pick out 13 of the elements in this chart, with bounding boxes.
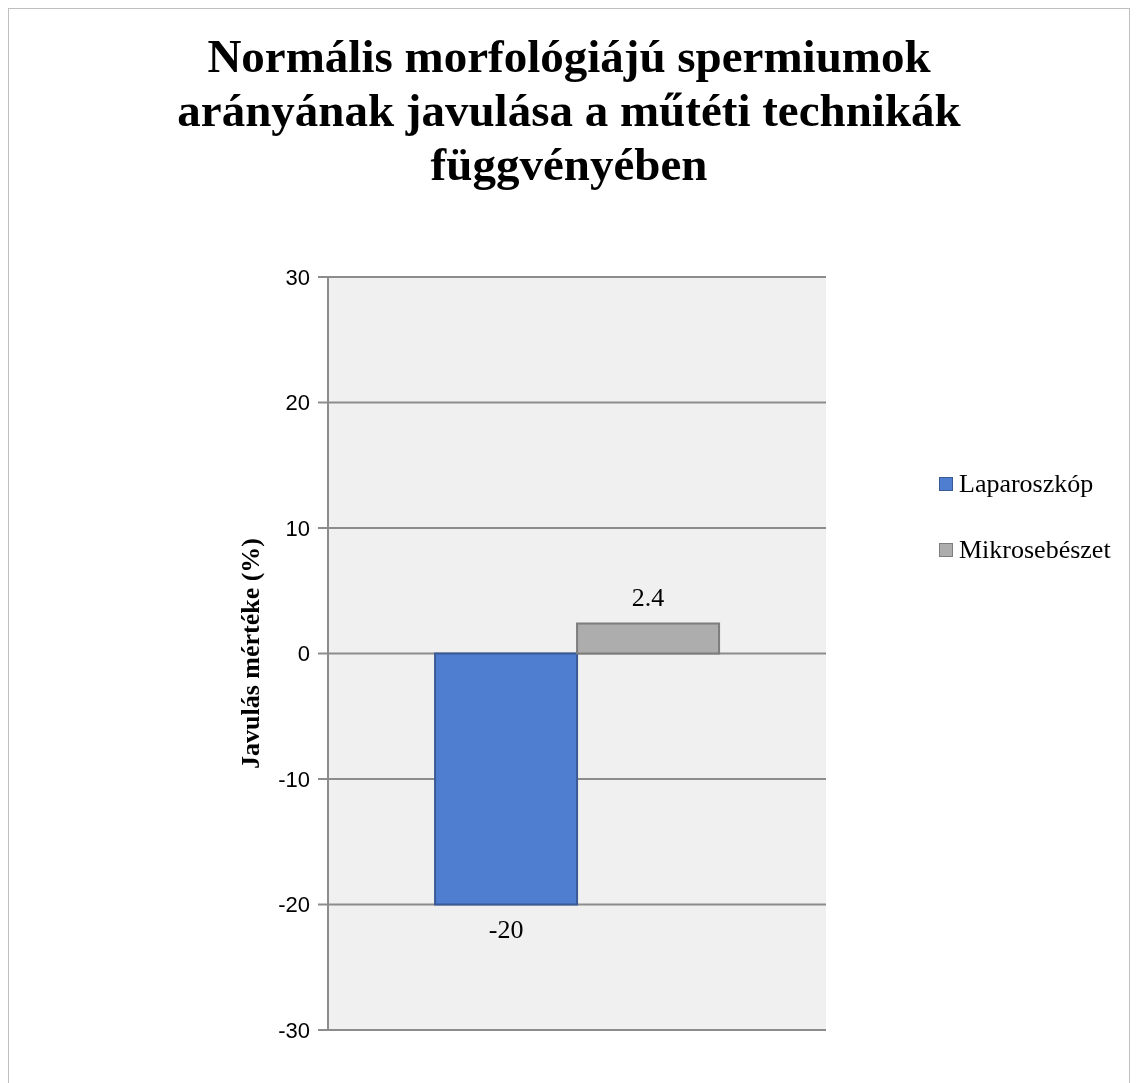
y-axis-title: Javulás mértéke (%) — [235, 537, 265, 770]
y-tick-label: 10 — [285, 515, 310, 541]
legend-label: Mikrosebészet — [959, 535, 1111, 565]
y-tick-label: -10 — [278, 766, 310, 792]
data-label: -20 — [488, 914, 524, 944]
y-tick-label: -20 — [278, 892, 310, 918]
data-label: 2.4 — [631, 583, 665, 613]
chart-title: Normális morfológiájú spermiumok arányának javulása a műtéti technikák függvényében — [176, 29, 962, 191]
y-tick-label: 20 — [285, 390, 310, 416]
y-tick-label: -30 — [278, 1017, 310, 1043]
y-tick-label: 0 — [297, 641, 310, 667]
y-tick-label: 30 — [285, 264, 310, 290]
legend-label: Laparoszkóp — [959, 469, 1094, 499]
